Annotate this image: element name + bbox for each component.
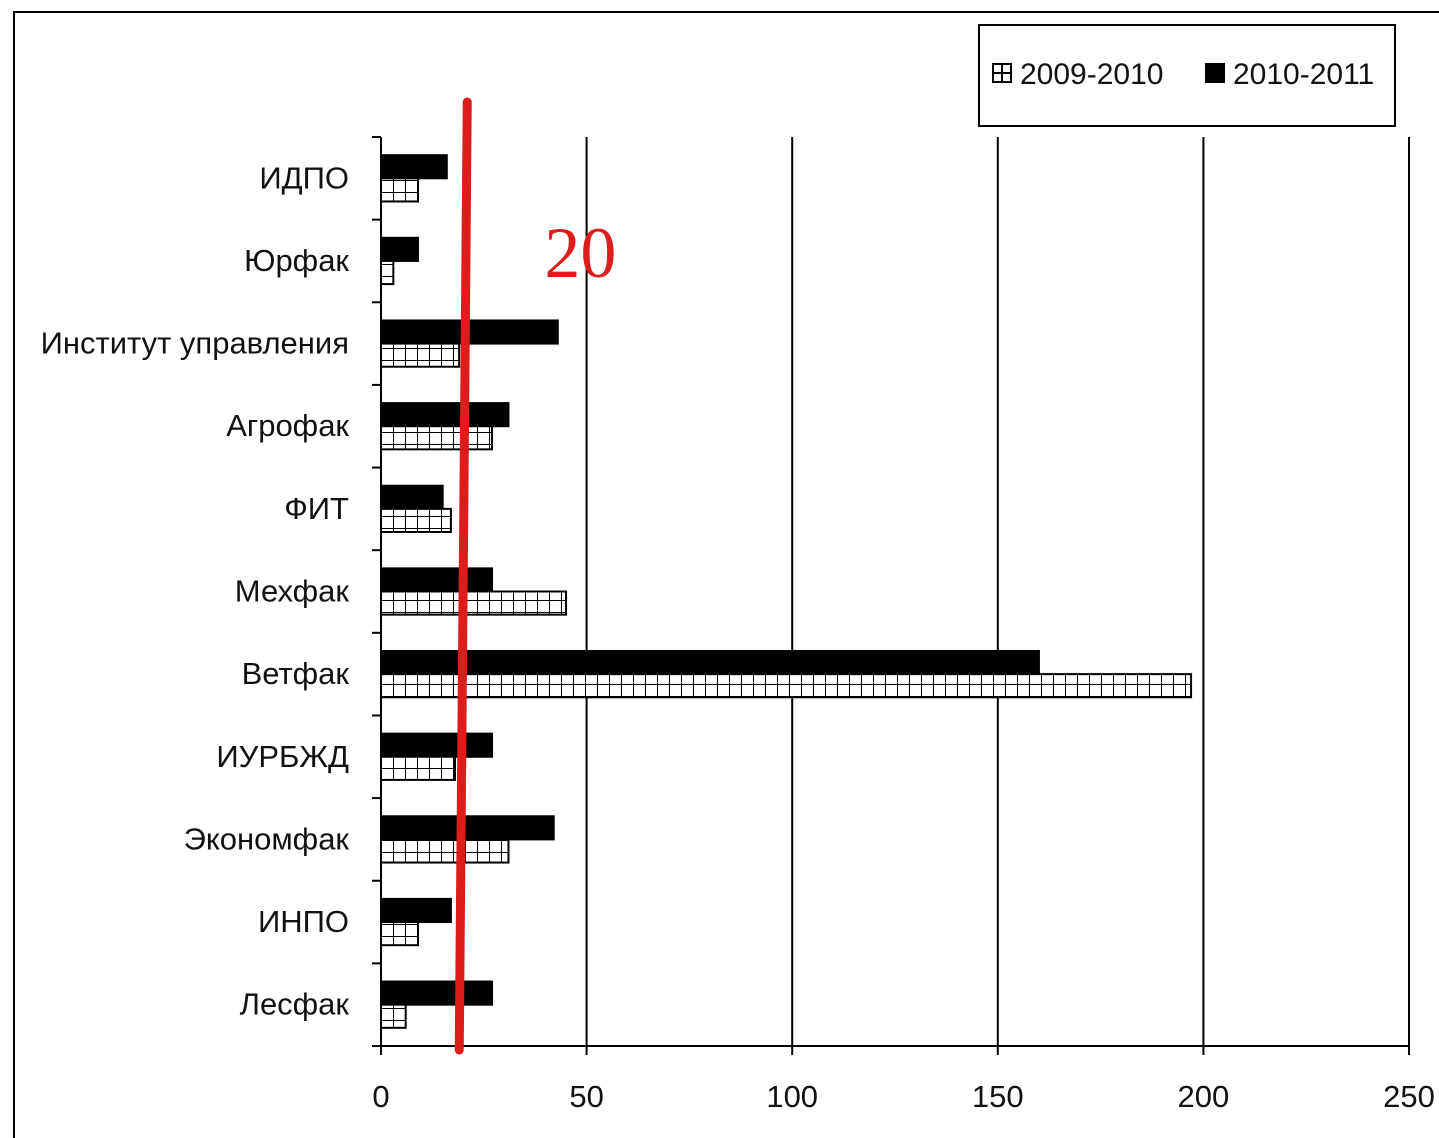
bar-series2-8	[380, 815, 555, 841]
legend-swatch-series2	[1205, 63, 1225, 83]
threshold-line	[454, 97, 472, 1055]
bar-series2-10	[380, 980, 494, 1006]
grid-lines	[585, 137, 1410, 1046]
bar-series1-10	[380, 1003, 407, 1029]
tick-label: 200	[1178, 1079, 1230, 1114]
tick-labels: 0 50 100 150 200 250	[372, 1079, 1434, 1114]
bar-series2-3	[380, 402, 510, 428]
category-label: Институт управления	[41, 326, 349, 361]
axes	[372, 136, 1410, 1055]
bars	[380, 154, 1193, 1029]
bar-series2-7	[380, 732, 494, 758]
category-label: ИНПО	[258, 904, 349, 939]
bar-series1-9	[380, 921, 420, 947]
legend-swatch-series1	[992, 63, 1012, 83]
bar-series2-5	[380, 567, 494, 593]
category-label: ФИТ	[284, 491, 349, 526]
category-label: Агрофак	[226, 408, 349, 443]
category-label: Мехфак	[235, 574, 350, 609]
bar-series2-9	[380, 897, 452, 924]
bar-series2-0	[380, 154, 448, 180]
bar-series1-8	[380, 838, 510, 864]
bar-series2-6	[380, 649, 1040, 676]
tick-label: 150	[972, 1079, 1024, 1114]
legend-box	[978, 24, 1396, 127]
bar-series1-2	[380, 342, 461, 368]
category-label: Юрфак	[244, 243, 349, 278]
legend: 2009-2010 2010-2011	[978, 24, 1396, 127]
bar-series1-0	[380, 177, 420, 203]
bar-series1-6	[380, 673, 1193, 699]
bar-series2-1	[380, 236, 420, 262]
tick-label: 50	[569, 1079, 603, 1114]
threshold-label: 20	[544, 213, 616, 293]
bar-series1-5	[380, 590, 568, 616]
category-label: Лесфак	[240, 987, 350, 1022]
legend-label-series2: 2010-2011	[1233, 58, 1374, 91]
legend-label-series1: 2009-2010	[1020, 58, 1163, 91]
bar-series1-3	[380, 425, 494, 451]
tick-label: 250	[1383, 1079, 1435, 1114]
bar-series2-4	[380, 484, 444, 510]
bar-series1-4	[380, 507, 452, 534]
tick-label: 100	[766, 1079, 818, 1114]
tick-label: 0	[372, 1079, 389, 1114]
threshold-annotation: 20	[454, 97, 616, 1055]
chart-frame	[13, 11, 1439, 1138]
category-label: Ветфак	[242, 656, 350, 691]
category-labels: ИДПО Юрфак Институт управления Агрофак ФИТ Ме…	[41, 160, 350, 1021]
bar-series1-7	[380, 755, 457, 781]
category-label: ИДПО	[259, 160, 349, 195]
bar-series1-1	[380, 259, 395, 286]
category-label: ИУРБЖД	[216, 739, 349, 774]
category-label: Экономфак	[184, 821, 350, 856]
